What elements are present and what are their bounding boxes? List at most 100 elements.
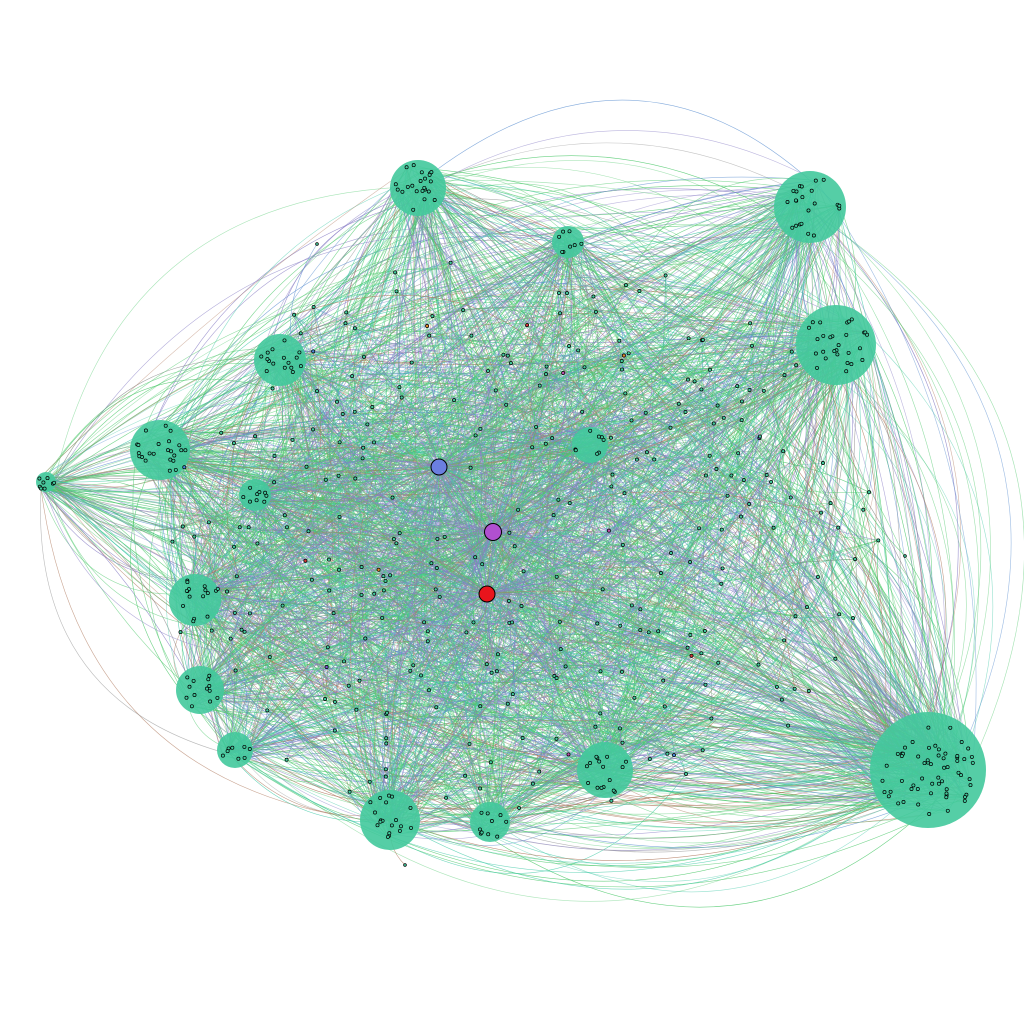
graph-node <box>177 443 182 448</box>
graph-edge <box>170 457 962 776</box>
graph-node <box>280 603 285 608</box>
node-cluster <box>176 666 224 714</box>
graph-node <box>467 741 472 746</box>
graph-edge <box>346 312 489 372</box>
graph-node <box>257 490 262 495</box>
graph-edge <box>168 440 474 623</box>
graph-edge <box>795 200 979 815</box>
graph-node <box>629 418 634 423</box>
graph-node <box>748 321 753 326</box>
graph-node <box>397 531 402 536</box>
graph-node <box>136 443 141 447</box>
graph-edge <box>300 333 362 568</box>
graph-edge <box>149 469 187 698</box>
graph-edge <box>284 340 818 578</box>
graph-edge <box>244 730 335 759</box>
graph-edge <box>204 586 381 799</box>
graph-edge <box>438 466 732 476</box>
graph-edge <box>619 340 903 757</box>
graph-node <box>895 751 900 756</box>
graph-node <box>353 476 358 481</box>
graph-edge <box>39 452 600 546</box>
graph-edge <box>424 174 570 232</box>
graph-edge <box>434 183 666 276</box>
graph-node <box>184 695 189 700</box>
graph-node <box>959 773 963 778</box>
graph-node <box>248 499 252 504</box>
graph-edge <box>584 367 856 560</box>
graph-node <box>187 684 192 689</box>
graph-edge <box>243 210 809 498</box>
graph-node <box>347 789 352 794</box>
graph-edge <box>569 474 613 504</box>
graph-node <box>267 655 272 660</box>
graph-edge <box>492 231 575 533</box>
graph-node <box>944 795 949 800</box>
graph-edge <box>486 313 567 595</box>
graph-node <box>915 787 920 791</box>
graph-node <box>709 716 714 721</box>
graph-node <box>352 409 357 414</box>
graph-edge <box>172 447 440 542</box>
hub-node <box>478 585 496 603</box>
graph-edge <box>264 262 451 493</box>
node-cluster <box>577 742 633 798</box>
graph-node <box>861 507 866 512</box>
graph-node <box>700 337 705 342</box>
graph-edge <box>380 593 493 821</box>
graph-edge <box>459 231 564 595</box>
graph-node <box>247 611 252 616</box>
graph-node <box>844 369 849 374</box>
graph-edge <box>44 272 396 489</box>
graph-node <box>761 388 766 393</box>
graph-node <box>579 241 584 246</box>
graph-edge <box>796 191 955 728</box>
graph-node <box>394 818 398 823</box>
graph-node <box>563 664 568 669</box>
graph-node <box>697 526 702 531</box>
graph-node <box>264 493 269 498</box>
graph-edge <box>283 357 440 468</box>
graph-node <box>683 410 688 414</box>
graph-node <box>593 309 598 314</box>
graph-node <box>394 541 399 546</box>
graph-edge <box>204 586 466 776</box>
graph-edge <box>596 419 742 757</box>
graph-edge <box>480 531 531 834</box>
graph-node <box>388 573 393 578</box>
graph-edge <box>370 235 815 803</box>
graph-edge <box>438 366 547 468</box>
graph-node <box>576 348 581 353</box>
graph-edge <box>492 531 967 804</box>
graph-node <box>865 332 870 337</box>
graph-edge <box>145 421 774 528</box>
graph-node <box>215 695 220 700</box>
graph-edge <box>40 488 188 583</box>
graph-node <box>632 695 637 700</box>
graph-node <box>656 629 661 634</box>
graph-node <box>925 758 930 763</box>
graph-node <box>807 325 811 330</box>
graph-edge <box>221 251 563 434</box>
graph-edge <box>40 488 930 828</box>
graph-node <box>791 188 796 193</box>
graph-edge <box>308 530 488 595</box>
graph-edge <box>486 436 761 595</box>
graph-edge <box>486 359 863 595</box>
graph-node <box>419 673 423 678</box>
graph-edge <box>174 455 919 794</box>
graph-edge <box>343 312 440 468</box>
graph-edge <box>410 708 939 829</box>
graph-edge <box>326 593 488 668</box>
graph-node <box>916 802 921 807</box>
node-cluster <box>169 574 221 626</box>
graph-edge <box>702 208 840 751</box>
graph-node <box>620 669 624 674</box>
graph-node <box>202 584 207 589</box>
graph-node <box>806 231 811 236</box>
graph-node <box>646 630 651 635</box>
graph-edge <box>562 231 612 531</box>
graph-node <box>409 360 414 365</box>
graph-node <box>962 798 967 803</box>
graph-node <box>605 754 610 759</box>
